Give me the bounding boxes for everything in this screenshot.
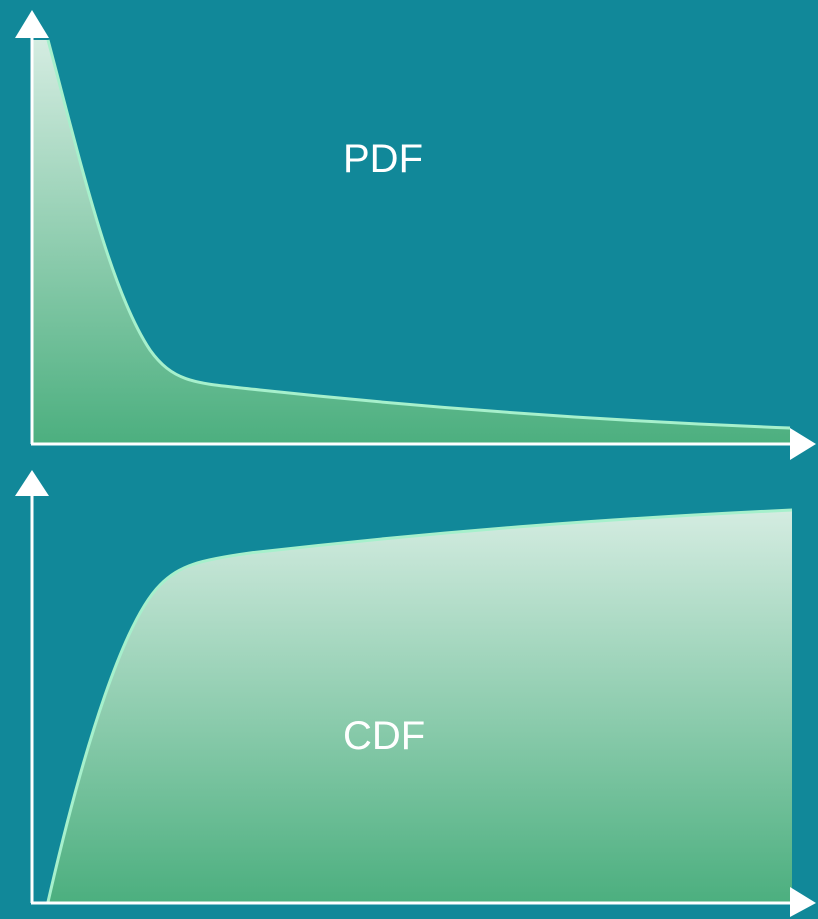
pdf-x-axis-arrow-icon	[790, 428, 816, 460]
cdf-y-axis-arrow-icon	[15, 470, 49, 496]
pdf-area	[32, 40, 790, 444]
cdf-area	[48, 510, 792, 902]
pdf-label: PDF	[343, 137, 423, 181]
pdf-y-axis-arrow-icon	[15, 10, 49, 38]
cdf-label: CDF	[343, 714, 426, 758]
pdf-curve	[46, 39, 791, 430]
cdf-x-axis-arrow-icon	[790, 887, 816, 917]
cdf-curve	[46, 508, 793, 903]
